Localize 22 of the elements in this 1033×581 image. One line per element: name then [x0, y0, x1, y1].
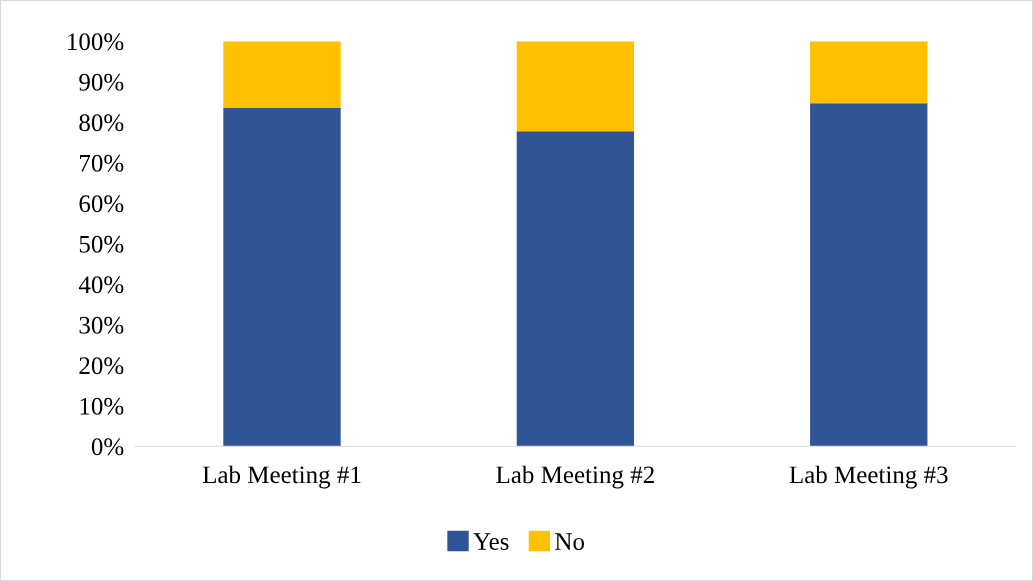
bar [223, 41, 341, 109]
y-tick-label: 0% [91, 438, 124, 456]
x-tick-label: Lab Meeting #1 [202, 465, 361, 489]
x-tick-label: Lab Meeting #2 [496, 465, 654, 489]
legend-label: No [555, 533, 585, 550]
x-tick-label: Lab Meeting #3 [789, 465, 948, 489]
y-tick-label: 40% [78, 276, 124, 294]
bar [516, 41, 635, 132]
legend-label: Yes [473, 533, 509, 550]
bar [516, 131, 635, 447]
y-tick-label: 30% [79, 316, 124, 334]
y-tick-label: 70% [80, 154, 124, 172]
bar [810, 41, 928, 104]
bar [223, 108, 341, 447]
y-tick-label: 50% [79, 235, 124, 253]
y-tick-label: 90% [79, 73, 124, 91]
y-tick-label: 80% [79, 114, 124, 132]
y-tick-label: 20% [79, 357, 124, 375]
y-tick-label: 60% [79, 195, 124, 213]
bar [810, 103, 928, 447]
y-tick-label: 10% [80, 397, 124, 415]
y-tick-label: 100% [68, 33, 124, 51]
